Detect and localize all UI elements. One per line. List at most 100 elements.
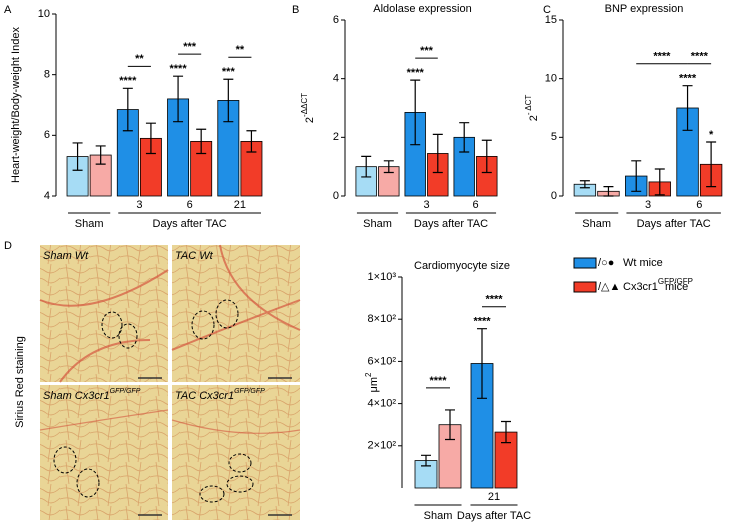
y-tick-label: 15 bbox=[545, 14, 557, 26]
x-tick-label: 21 bbox=[234, 199, 246, 211]
x-axis-label: Days after TAC bbox=[457, 510, 531, 522]
y-tick-label: 6 bbox=[333, 14, 339, 26]
collagen bbox=[39, 244, 301, 383]
y-axis-label: Heart-weight/Body-weight Index bbox=[10, 27, 22, 183]
y-tick-label: 6×10² bbox=[368, 355, 397, 367]
error-bar bbox=[173, 75, 184, 123]
error-bar bbox=[145, 122, 156, 155]
error-bar bbox=[654, 168, 665, 196]
significance: ** bbox=[135, 53, 144, 65]
micrograph-label-main: Sham Wt bbox=[43, 250, 89, 262]
y-axis-label-sup: 2 bbox=[364, 372, 373, 377]
micrograph-grid bbox=[39, 244, 301, 520]
panel-letter: B bbox=[292, 4, 299, 16]
legend-symbols: /○● /△▲ bbox=[573, 257, 620, 293]
side-label: Sirius Red staining bbox=[14, 336, 26, 428]
y-tick-label: 4 bbox=[333, 73, 339, 85]
error-bar bbox=[410, 79, 421, 146]
error-bar bbox=[603, 186, 614, 197]
significance: **** bbox=[429, 375, 447, 387]
significance: *** bbox=[420, 45, 434, 57]
x-tick-label: 21 bbox=[488, 491, 500, 503]
y-axis-label-sup: - ΔCT bbox=[524, 95, 533, 116]
chart-title: BNP expression bbox=[605, 3, 684, 15]
y-tick-label: 10 bbox=[38, 8, 50, 20]
y-axis-label-main: 2 bbox=[528, 115, 540, 121]
error-bar bbox=[361, 155, 372, 178]
error-bar bbox=[631, 160, 642, 192]
micrograph-label-main: TAC Cx3cr1 bbox=[175, 390, 234, 402]
y-tick-label: 8 bbox=[44, 69, 50, 81]
error-bar bbox=[383, 160, 394, 174]
y-tick-label: 0 bbox=[333, 190, 339, 202]
chart-title: Cardiomyocyte size bbox=[414, 260, 510, 272]
error-bar bbox=[682, 85, 693, 131]
legend-entry-sup: GFP/GFP bbox=[658, 277, 693, 286]
y-tick-label: 5 bbox=[551, 131, 557, 143]
legend-entry: Cx3cr1GFP/GFPmice bbox=[623, 277, 693, 293]
y-axis-label: 2- ΔCT bbox=[524, 95, 540, 122]
y-tick-label: 4 bbox=[44, 190, 50, 202]
micrograph-label-sup: GFP/GFP bbox=[234, 388, 265, 395]
significance: **** bbox=[170, 63, 188, 75]
panel-letter: D bbox=[4, 240, 12, 252]
error-bar bbox=[432, 133, 443, 174]
significance: * bbox=[709, 129, 714, 141]
y-axis-label: μm2 bbox=[364, 372, 380, 393]
significance: **** bbox=[653, 51, 671, 63]
error-bar bbox=[95, 145, 106, 165]
scale-bars bbox=[138, 377, 292, 516]
y-axis-label: 2-ΔΔCT bbox=[300, 93, 316, 123]
y-tick-label: 4×10² bbox=[368, 398, 397, 410]
y-tick-label: 1×10³ bbox=[368, 271, 397, 283]
error-bar bbox=[223, 78, 234, 123]
micrograph bbox=[172, 245, 300, 382]
significance: **** bbox=[679, 73, 697, 85]
legend-symbol: /○● bbox=[598, 257, 614, 269]
legend-swatch bbox=[573, 281, 597, 293]
error-bar bbox=[481, 139, 492, 174]
legend-entry: Wt mice bbox=[623, 257, 663, 269]
legend-entry-main: Cx3cr1 bbox=[623, 281, 658, 293]
x-tick-label: Sham bbox=[424, 510, 453, 522]
error-bar bbox=[579, 180, 590, 189]
micrograph bbox=[40, 245, 168, 382]
x-tick-label: 6 bbox=[187, 199, 193, 211]
micrograph-label: Sham Cx3cr1GFP/GFP bbox=[43, 388, 141, 402]
y-axis-label-main: 2 bbox=[304, 117, 316, 123]
x-axis-label: Days after TAC bbox=[414, 218, 488, 230]
error-bar bbox=[421, 454, 431, 467]
y-tick-label: 0 bbox=[551, 190, 557, 202]
significance: ** bbox=[236, 44, 245, 56]
y-axis-label-main: μm bbox=[368, 377, 380, 393]
y-tick-label: 8×10² bbox=[368, 313, 397, 325]
legend-entry-suffix: mice bbox=[665, 281, 688, 293]
legend-symbol: /△▲ bbox=[598, 281, 620, 293]
chart-title: Aldolase expression bbox=[373, 3, 471, 15]
micrograph-label-sup: GFP/GFP bbox=[110, 388, 141, 395]
panel-letter: A bbox=[4, 4, 12, 16]
x-tick-label: Sham bbox=[582, 218, 611, 230]
significance: **** bbox=[473, 316, 491, 328]
micrograph-label: TAC Cx3cr1GFP/GFP bbox=[175, 388, 265, 402]
error-bar bbox=[122, 87, 133, 132]
y-tick-label: 10 bbox=[545, 73, 557, 85]
cell-outlines bbox=[53, 299, 254, 503]
micrograph-label: Sham Wt bbox=[43, 250, 89, 262]
x-axis-label: Days after TAC bbox=[153, 218, 227, 230]
micrograph-label: TAC Wt bbox=[175, 250, 214, 262]
significance: **** bbox=[119, 75, 137, 87]
x-tick-label: 6 bbox=[696, 199, 702, 211]
x-axis-label: Days after TAC bbox=[637, 218, 711, 230]
error-bar bbox=[459, 122, 470, 153]
error-bar bbox=[706, 141, 717, 188]
panel-letter: C bbox=[543, 4, 551, 16]
legend-entry-main: Wt mice bbox=[623, 257, 663, 269]
error-bar bbox=[246, 130, 257, 153]
x-tick-label: Sham bbox=[75, 218, 104, 230]
significance: *** bbox=[222, 66, 236, 78]
micrograph-label-main: Sham Cx3cr1 bbox=[43, 390, 110, 402]
significance: **** bbox=[691, 51, 709, 63]
error-bar bbox=[196, 128, 207, 155]
